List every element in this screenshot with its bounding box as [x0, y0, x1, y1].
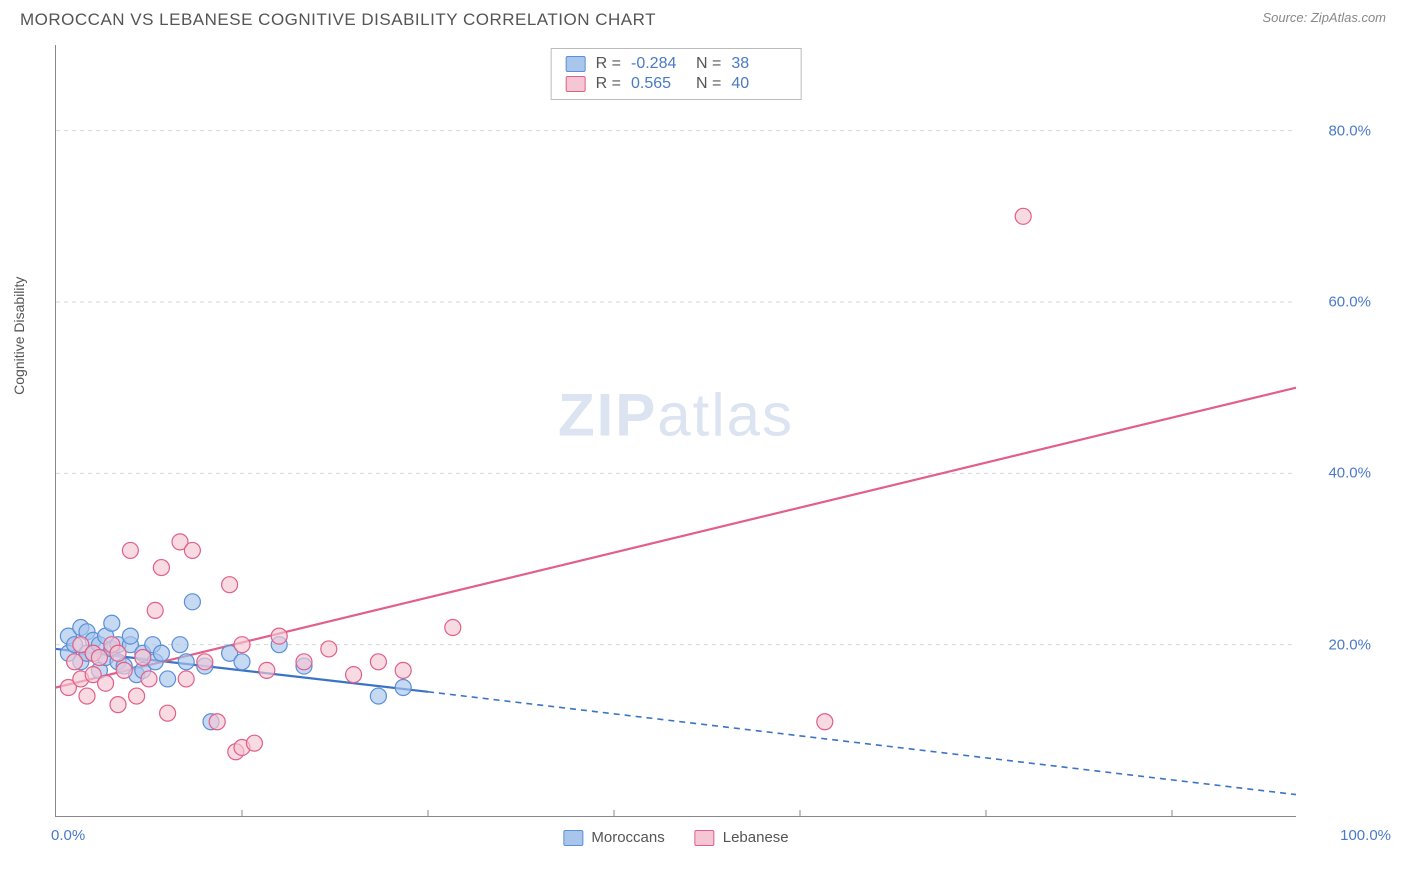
- x-max-label: 100.0%: [1340, 827, 1391, 844]
- chart-svg: [56, 45, 1296, 816]
- legend-item: Moroccans: [563, 829, 664, 846]
- chart-container: Cognitive Disability ZIPatlas R = -0.284…: [45, 45, 1386, 847]
- x-min-label: 0.0%: [51, 827, 85, 844]
- legend-item: Lebanese: [695, 829, 789, 846]
- y-axis-label: Cognitive Disability: [11, 277, 27, 395]
- chart-title: MOROCCAN VS LEBANESE COGNITIVE DISABILIT…: [20, 10, 656, 30]
- y-tick-label: 40.0%: [1328, 465, 1371, 482]
- plot-area: ZIPatlas R = -0.284N = 38R = 0.565N = 40…: [55, 45, 1296, 817]
- y-tick-label: 60.0%: [1328, 294, 1371, 311]
- y-tick-label: 20.0%: [1328, 636, 1371, 653]
- header: MOROCCAN VS LEBANESE COGNITIVE DISABILIT…: [0, 0, 1406, 30]
- legend-swatch: [695, 830, 715, 846]
- legend-label: Moroccans: [591, 829, 664, 846]
- x-axis-legend: Moroccans Lebanese: [563, 829, 788, 846]
- y-tick-label: 80.0%: [1328, 122, 1371, 139]
- source-label: Source: ZipAtlas.com: [1262, 10, 1386, 25]
- legend-label: Lebanese: [723, 829, 789, 846]
- legend-swatch: [563, 830, 583, 846]
